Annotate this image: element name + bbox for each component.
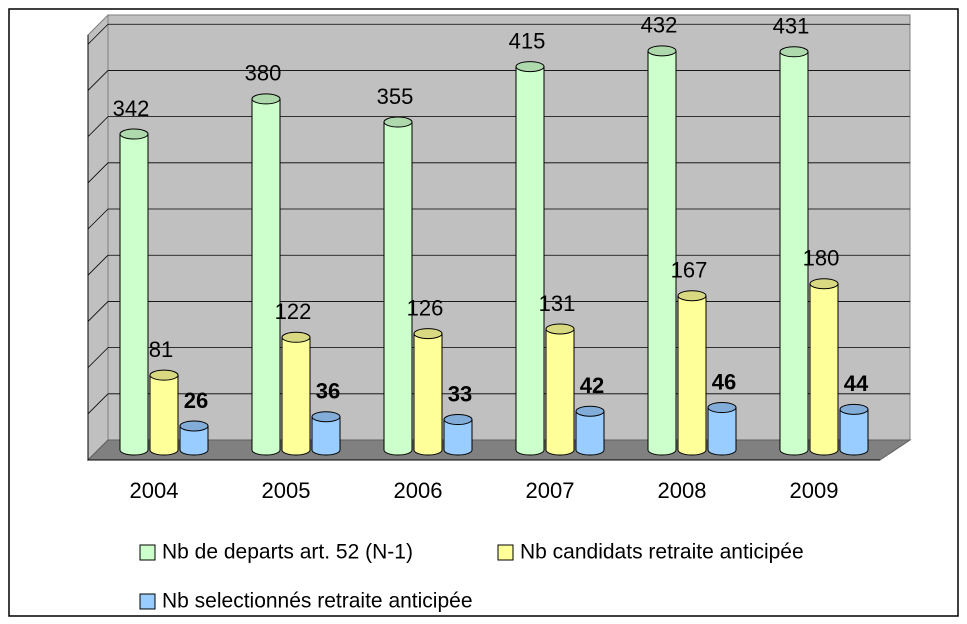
cylinder-top: [575, 405, 605, 417]
cylinder: [383, 116, 413, 456]
value-label: 355: [377, 84, 414, 109]
legend-label: Nb selectionnés retraite anticipée: [162, 590, 473, 613]
value-label: 42: [580, 373, 604, 398]
x-tick-label: 2004: [130, 478, 179, 503]
cylinder-body: [119, 133, 149, 456]
cylinder-top: [119, 128, 149, 140]
value-label: 26: [184, 388, 208, 413]
value-label: 432: [641, 13, 678, 38]
cylinder-body: [545, 328, 575, 456]
value-label: 44: [844, 371, 869, 396]
value-label: 36: [316, 379, 340, 404]
cylinder-body: [311, 416, 341, 456]
cylinder-top: [545, 323, 575, 335]
side-wall: [87, 13, 109, 462]
legend-swatch: [139, 544, 156, 561]
cylinder-body: [413, 333, 443, 456]
grid-line-side: [87, 393, 109, 415]
value-label: 122: [275, 299, 312, 324]
grid-line-side: [87, 301, 109, 322]
value-label: 46: [712, 369, 736, 394]
grid-line-side: [87, 347, 109, 368]
grid-line-side: [87, 208, 109, 230]
legend-swatch: [497, 544, 514, 561]
x-tick-label: 2007: [526, 478, 575, 503]
cylinder: [119, 128, 149, 456]
cylinder-body: [839, 408, 869, 456]
cylinder-top: [413, 328, 443, 340]
legend: Nb de departs art. 52 (N-1) Nb candidats …: [139, 541, 804, 613]
legend-swatch: [139, 593, 156, 610]
value-label: 380: [245, 61, 282, 86]
cylinder: [779, 46, 809, 456]
value-label: 431: [773, 14, 810, 39]
cylinder-top: [779, 46, 809, 58]
cylinder: [251, 93, 281, 456]
cylinder-body: [149, 374, 179, 456]
cylinder-top: [647, 45, 677, 57]
x-tick-label: 2008: [658, 478, 707, 503]
grid-line-side: [87, 254, 109, 276]
grid-line-side: [87, 70, 109, 91]
bars: [119, 45, 869, 456]
cylinder: [179, 420, 209, 456]
cylinder-top: [443, 414, 473, 426]
cylinder-top: [251, 93, 281, 105]
value-label: 33: [448, 381, 472, 406]
value-label: 167: [671, 258, 708, 283]
cylinder-body: [281, 336, 311, 456]
cylinder-body: [647, 50, 677, 456]
cylinder-body: [779, 51, 809, 456]
cylinder-body: [677, 295, 707, 456]
cylinder: [515, 61, 545, 456]
cylinder-body: [515, 66, 545, 456]
cylinder-body: [707, 407, 737, 456]
cylinder-top: [383, 116, 413, 128]
cylinder-body: [179, 425, 209, 456]
cylinder: [647, 45, 677, 456]
cylinder: [149, 369, 179, 456]
x-tick-label: 2006: [394, 478, 443, 503]
legend-label: Nb de departs art. 52 (N-1): [162, 541, 413, 564]
cylinder: [545, 323, 575, 456]
cylinder: [575, 405, 605, 456]
legend-label: Nb candidats retraite anticipée: [520, 541, 804, 564]
grid-line-side: [87, 23, 109, 45]
cylinder-body: [443, 419, 473, 456]
cylinder: [677, 290, 707, 456]
value-label: 126: [407, 295, 444, 320]
cylinder-top: [677, 290, 707, 302]
value-label: 81: [149, 337, 173, 362]
cylinder: [281, 331, 311, 456]
grid-line-side: [87, 116, 109, 137]
grid: [87, 23, 910, 461]
value-label: 342: [113, 96, 150, 121]
value-label: 180: [803, 246, 840, 271]
cylinder-top: [311, 411, 341, 423]
x-tick-label: 2009: [790, 478, 839, 503]
cylinder: [413, 328, 443, 456]
value-label: 415: [509, 28, 546, 53]
cylinder: [443, 414, 473, 456]
cylinder-top: [179, 420, 209, 432]
cylinder-body: [809, 283, 839, 456]
cylinder-top: [515, 61, 545, 73]
cylinder: [311, 411, 341, 456]
cylinder-body: [575, 410, 605, 456]
grid-line-side: [87, 162, 109, 184]
cylinder-top: [839, 403, 869, 415]
cylinder: [839, 403, 869, 456]
cylinder-top: [809, 278, 839, 290]
cylinder-top: [149, 369, 179, 381]
cylinder-top: [707, 402, 737, 413]
cylinder-body: [251, 98, 281, 456]
x-tick-label: 2005: [262, 478, 311, 503]
cylinder: [809, 278, 839, 456]
value-label: 131: [539, 291, 576, 316]
cylinder-body: [383, 121, 413, 456]
cylinder-top: [281, 331, 311, 343]
cylinder: [707, 402, 737, 456]
